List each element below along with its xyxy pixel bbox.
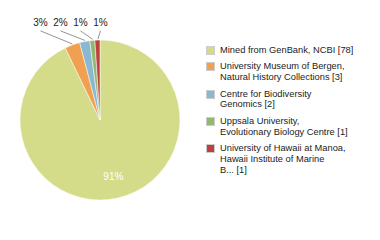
svg-text:91%: 91% <box>103 171 123 182</box>
svg-text:1%: 1% <box>73 17 88 28</box>
html-text:University Museum of Bergen, N: University Museum of Bergen, Natural His… <box>220 61 345 82</box>
html-text:Uppsala University, Evolutiona: Uppsala University, Evolutionary Biology… <box>220 116 348 137</box>
html-text:Mined from GenBank, NCBI [78]: Mined from GenBank, NCBI [78] <box>220 44 354 55</box>
html-text:University of Hawaii at Manoa,: University of Hawaii at Manoa, Hawaii In… <box>220 143 346 175</box>
svg-text:3%: 3% <box>33 17 48 28</box>
svg-text:2%: 2% <box>53 17 68 28</box>
html-text:Centre for Biodiversity Genomi: Centre for Biodiversity Genomics [2] <box>220 88 312 110</box>
svg-text:1%: 1% <box>93 17 108 28</box>
